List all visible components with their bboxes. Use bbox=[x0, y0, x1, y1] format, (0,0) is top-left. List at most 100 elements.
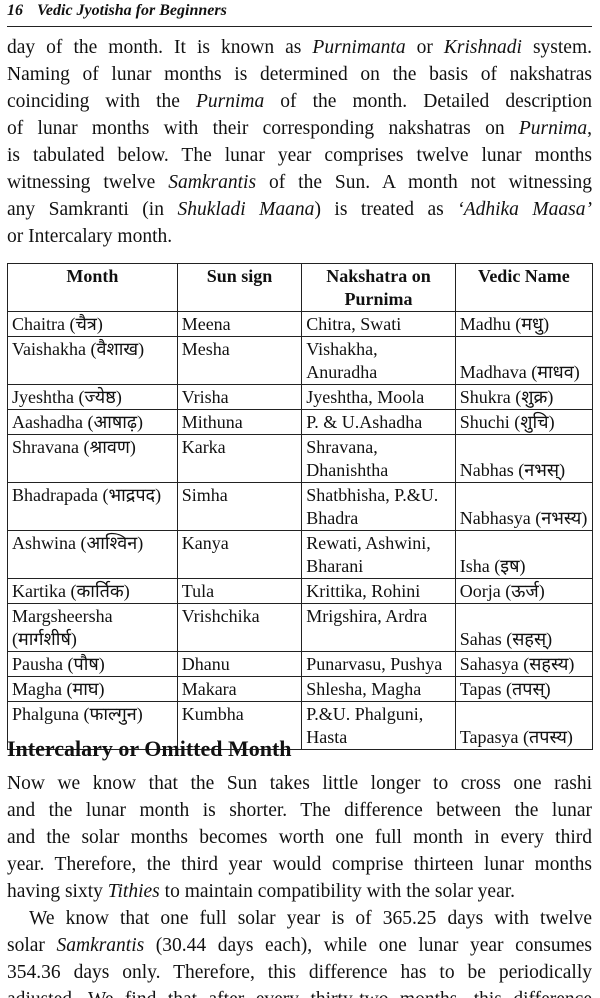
text-segment: or bbox=[405, 37, 444, 58]
text-segment: of the month. Detailed description bbox=[264, 91, 592, 112]
column-header: Sun sign bbox=[176, 263, 303, 312]
vedic-name-cell: Shuchi (शुचि) bbox=[454, 409, 594, 435]
text-line: or Intercalary month. bbox=[7, 223, 592, 250]
table-row: Bhadrapada (भाद्रपद) Simha Shatbhisha, P.&… bbox=[7, 482, 594, 531]
text-line: coinciding with the Purnima of the month… bbox=[7, 88, 592, 115]
vedic-name-cell: Madhava (माधव) bbox=[454, 336, 594, 385]
text-segment: system. bbox=[521, 37, 592, 58]
table-row: Chaitra (चैत्र) Meena Chitra, Swati Madhu (… bbox=[7, 311, 594, 337]
table-row: Kartika (कार्तिक) Tula Krittika, Rohini Oor… bbox=[7, 578, 594, 604]
sun-sign-cell: Meena bbox=[176, 311, 303, 337]
text-segment: of the Sun. A month not witnessing bbox=[256, 172, 592, 193]
month-cell: Shravana (श्रावण) bbox=[7, 434, 178, 483]
italic-term: Krishnadi bbox=[443, 37, 522, 58]
month-cell: Aashadha (आषाढ़) bbox=[7, 409, 178, 435]
text-line: of lunar months with their corresponding… bbox=[7, 115, 592, 142]
text-line: Now we know that the Sun takes little lo… bbox=[7, 770, 592, 797]
text-line: Naming of lunar months is determined on … bbox=[7, 61, 592, 88]
table-header-row: Month Sun sign Nakshatra on Purnima Vedic N… bbox=[7, 263, 594, 312]
text-segment: and the solar months becomes worth one f… bbox=[7, 827, 592, 848]
italic-term: Samkrantis bbox=[168, 172, 257, 193]
nakshatra-cell: Mrigshira, Ardra bbox=[301, 603, 456, 652]
nakshatra-cell: Krittika, Rohini bbox=[301, 578, 456, 604]
text-line: adjusted. We find that after every thirt… bbox=[7, 986, 592, 998]
table-row: Aashadha (आषाढ़) Mithuna P. & U.Ashadha Shu… bbox=[7, 409, 594, 435]
text-segment: day of the month. It is known as bbox=[7, 37, 313, 58]
text-segment: 354.36 days only. Therefore, this differ… bbox=[7, 962, 592, 983]
vedic-name-cell: Madhu (मधु) bbox=[454, 311, 594, 337]
nakshatra-cell: Jyeshtha, Moola bbox=[301, 384, 456, 410]
nakshatra-cell: Shatbhisha, P.&U. Bhadra bbox=[301, 482, 456, 531]
nakshatra-cell: Vishakha, Anuradha bbox=[301, 336, 456, 385]
page-number: 16 bbox=[7, 2, 23, 19]
nakshatra-cell: Rewati, Ashwini, Bharani bbox=[301, 530, 456, 579]
vedic-name-cell: Sahas (सहस्) bbox=[454, 603, 594, 652]
running-header: 16 Vedic Jyotisha for Beginners bbox=[7, 2, 592, 27]
text-line: solar Samkrantis (30.44 days each), whil… bbox=[7, 932, 592, 959]
text-segment: We know that one full solar year is of 3… bbox=[29, 908, 592, 929]
nakshatra-cell: Shlesha, Magha bbox=[301, 676, 456, 702]
italic-term: Shukladi Maana bbox=[177, 199, 315, 220]
sun-sign-cell: Tula bbox=[176, 578, 303, 604]
vedic-name-cell: Shukra (शुक्र) bbox=[454, 384, 594, 410]
text-segment: witnessing twelve bbox=[7, 172, 169, 193]
month-cell: Kartika (कार्तिक) bbox=[7, 578, 178, 604]
sun-sign-cell: Makara bbox=[176, 676, 303, 702]
month-cell: Ashwina (आश्विन) bbox=[7, 530, 178, 579]
column-header: Nakshatra on Purnima bbox=[301, 263, 456, 312]
vedic-name-cell: Nabhas (नभस्) bbox=[454, 434, 594, 483]
month-cell: Margsheersha (मार्गशीर्ष) bbox=[7, 603, 178, 652]
sun-sign-cell: Vrisha bbox=[176, 384, 303, 410]
month-cell: Pausha (पौष) bbox=[7, 651, 178, 677]
text-segment: any Samkranti (in bbox=[7, 199, 178, 220]
text-line: any Samkranti (in Shukladi Maana) is tre… bbox=[7, 196, 592, 223]
text-line: We know that one full solar year is of 3… bbox=[7, 905, 592, 932]
italic-term: ‘Adhika Maasa’ bbox=[457, 199, 592, 220]
text-segment: ) is treated as bbox=[314, 199, 458, 220]
nakshatra-cell: P.&U. Phalguni, Hasta bbox=[301, 701, 456, 750]
vedic-name-cell: Tapasya (तपस्य) bbox=[454, 701, 594, 750]
text-line: 354.36 days only. Therefore, this differ… bbox=[7, 959, 592, 986]
sun-sign-cell: Vrishchika bbox=[176, 603, 303, 652]
vedic-name-cell: Isha (इष) bbox=[454, 530, 594, 579]
text-segment: to maintain compatibility with the solar… bbox=[159, 881, 516, 902]
sun-sign-cell: Kumbha bbox=[176, 701, 303, 750]
book-title: Vedic Jyotisha for Beginners bbox=[37, 2, 227, 19]
text-segment: or Intercalary month. bbox=[7, 226, 173, 247]
nakshatra-cell: Shravana, Dhanishtha bbox=[301, 434, 456, 483]
italic-term: Purnimanta bbox=[312, 37, 406, 58]
nakshatra-cell: Chitra, Swati bbox=[301, 311, 456, 337]
text-segment: is tabulated below. The lunar year compr… bbox=[7, 145, 592, 166]
table-row: Ashwina (आश्विन) Kanya Rewati, Ashwini, Bh… bbox=[7, 530, 594, 579]
text-segment: Now we know that the Sun takes little lo… bbox=[7, 773, 592, 794]
month-cell: Phalguna (फाल्गुन) bbox=[7, 701, 178, 750]
table-row: Jyeshtha (ज्येष्ठ) Vrisha Jyeshtha, Moola S… bbox=[7, 384, 594, 410]
text-segment: adjusted. We find that after every thirt… bbox=[7, 989, 592, 998]
nakshatra-cell: Punarvasu, Pushya bbox=[301, 651, 456, 677]
text-line: having sixty Tithies to maintain compati… bbox=[7, 878, 592, 905]
text-segment: Naming of lunar months is determined on … bbox=[7, 64, 592, 85]
text-segment: (30.44 days each), while one lunar year … bbox=[144, 935, 593, 956]
month-cell: Jyeshtha (ज्येष्ठ) bbox=[7, 384, 178, 410]
text-segment: year. Therefore, the third year would co… bbox=[7, 854, 592, 875]
italic-term: Purnima bbox=[518, 118, 588, 139]
text-line: and the solar months becomes worth one f… bbox=[7, 824, 592, 851]
sun-sign-cell: Karka bbox=[176, 434, 303, 483]
text-segment: and the lunar month is shorter. The diff… bbox=[7, 800, 592, 821]
section-heading: Intercalary or Omitted Month bbox=[7, 736, 292, 761]
intercalary-paragraph: Now we know that the Sun takes little lo… bbox=[7, 770, 592, 905]
vedic-name-cell: Nabhasya (नभस्य) bbox=[454, 482, 594, 531]
italic-term: Purnima bbox=[195, 91, 265, 112]
table-row: Magha (माघ) Makara Shlesha, Magha Tapas (तप… bbox=[7, 676, 594, 702]
text-line: witnessing twelve Samkrantis of the Sun.… bbox=[7, 169, 592, 196]
sun-sign-cell: Simha bbox=[176, 482, 303, 531]
month-cell: Vaishakha (वैशाख) bbox=[7, 336, 178, 385]
table-row: Margsheersha (मार्गशीर्ष) Vrishchika Mrigs… bbox=[7, 603, 594, 652]
text-segment: of lunar months with their corresponding… bbox=[7, 118, 519, 139]
table-row: Phalguna (फाल्गुन) Kumbha P.&U. Phalguni, … bbox=[7, 701, 594, 750]
column-header: Vedic Name bbox=[454, 263, 594, 312]
table-row: Shravana (श्रावण) Karka Shravana, Dhanisht… bbox=[7, 434, 594, 483]
month-cell: Magha (माघ) bbox=[7, 676, 178, 702]
text-line: day of the month. It is known as Purnima… bbox=[7, 34, 592, 61]
